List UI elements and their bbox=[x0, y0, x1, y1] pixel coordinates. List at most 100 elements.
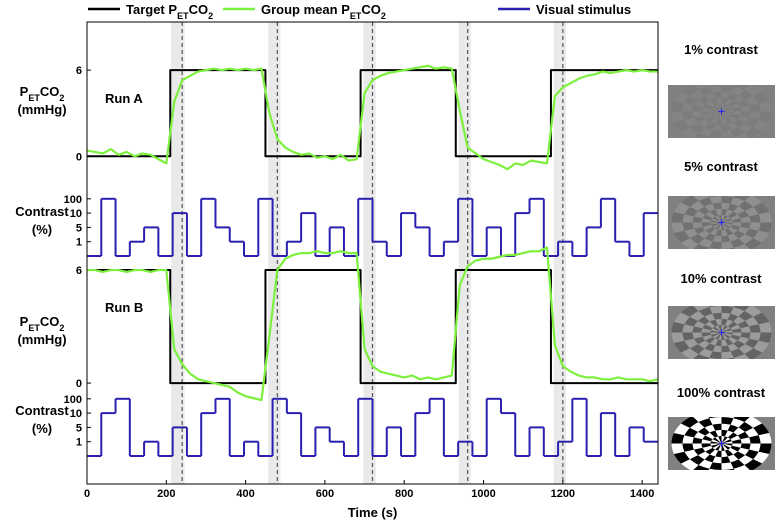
checker-cell bbox=[730, 214, 741, 221]
checker-cell bbox=[709, 430, 719, 438]
checker-cell bbox=[704, 454, 716, 463]
checker-cell bbox=[693, 133, 710, 138]
checker-cell bbox=[681, 348, 699, 359]
checker-cell bbox=[733, 230, 745, 239]
checker-cell bbox=[758, 433, 772, 444]
checker-cell bbox=[721, 345, 731, 353]
checker-cell bbox=[730, 127, 745, 137]
checker-cell bbox=[721, 417, 735, 419]
checker-cell bbox=[730, 86, 745, 96]
x-axis-label: Time (s) bbox=[348, 505, 398, 520]
y-axis-label: (mmHg) bbox=[17, 102, 66, 117]
checker-cell bbox=[718, 215, 722, 221]
stimulus-image bbox=[668, 417, 775, 470]
checker-cell bbox=[721, 357, 735, 359]
checker-cell bbox=[718, 334, 722, 340]
checker-cell bbox=[721, 468, 735, 470]
series-line bbox=[87, 246, 659, 402]
checker-cell bbox=[745, 228, 759, 239]
checker-cell bbox=[715, 113, 721, 119]
checker-cell bbox=[715, 215, 721, 221]
checker-cell bbox=[673, 230, 690, 243]
checker-cell bbox=[724, 430, 734, 438]
checker-cell bbox=[698, 459, 713, 469]
checker-cell bbox=[709, 130, 722, 138]
y-tick-label: 1 bbox=[76, 237, 82, 249]
checker-cell bbox=[753, 202, 770, 215]
y-axis-label: PETCO2 bbox=[20, 84, 65, 103]
checker-cell bbox=[693, 99, 706, 108]
checker-cell bbox=[738, 311, 754, 321]
checker-cell bbox=[698, 238, 713, 248]
checker-cell bbox=[723, 333, 731, 339]
checker-cell bbox=[721, 306, 735, 308]
x-tick-label: 1200 bbox=[551, 488, 575, 500]
checker-cell bbox=[745, 206, 759, 217]
checker-cell bbox=[722, 104, 728, 110]
checker-cell bbox=[732, 439, 742, 444]
checker-cell bbox=[737, 336, 750, 345]
checker-cell bbox=[709, 196, 722, 204]
checker-cell bbox=[693, 354, 710, 359]
checker-cell bbox=[738, 201, 754, 211]
checker-cell bbox=[753, 312, 770, 325]
checker-cell bbox=[684, 338, 698, 349]
checker-cell bbox=[673, 340, 690, 353]
checker-cell bbox=[708, 417, 722, 419]
checker-cell bbox=[693, 244, 710, 249]
checker-cell bbox=[737, 320, 750, 329]
checker-cell bbox=[727, 122, 739, 131]
checker-cell bbox=[671, 332, 685, 343]
checker-cell bbox=[721, 339, 728, 347]
checker-cell bbox=[709, 85, 722, 93]
checker-cell bbox=[749, 222, 761, 231]
checker-cell bbox=[744, 306, 762, 317]
checker-cell bbox=[727, 424, 739, 433]
checker-cell bbox=[749, 435, 761, 444]
y-tick-label: 10 bbox=[70, 208, 82, 220]
checker-cell bbox=[723, 107, 732, 111]
checker-cell bbox=[702, 214, 713, 221]
checker-cell bbox=[723, 328, 732, 332]
checker-cell bbox=[721, 97, 728, 105]
checker-cell bbox=[698, 206, 710, 215]
checker-cell bbox=[737, 210, 750, 219]
checker-cell bbox=[715, 445, 721, 451]
legend-label: Group mean PETCO2 bbox=[261, 2, 386, 21]
checker-cell bbox=[732, 111, 742, 116]
checker-cell bbox=[682, 435, 694, 444]
checker-cell bbox=[709, 449, 719, 457]
checker-cell bbox=[701, 222, 711, 227]
checker-cell bbox=[692, 332, 703, 339]
checker-cell bbox=[692, 443, 703, 450]
checker-cell bbox=[733, 196, 750, 201]
checker-cell bbox=[721, 91, 731, 99]
checker-cell bbox=[721, 417, 734, 425]
checker-cell bbox=[682, 324, 694, 333]
x-tick-label: 0 bbox=[84, 488, 90, 500]
checker-cell bbox=[745, 95, 759, 106]
y-axis-label: PETCO2 bbox=[20, 314, 65, 333]
checker-cell bbox=[753, 91, 770, 104]
checker-cell bbox=[737, 431, 750, 440]
checker-cell bbox=[733, 119, 745, 128]
checker-cell bbox=[712, 444, 720, 450]
checker-cell bbox=[693, 210, 706, 219]
checker-cell bbox=[727, 92, 739, 101]
checker-cell bbox=[702, 224, 713, 231]
checker-cell bbox=[718, 113, 722, 119]
checker-cell bbox=[721, 113, 725, 119]
checker-cell bbox=[733, 451, 745, 460]
checker-cell bbox=[708, 247, 722, 249]
checker-cell bbox=[673, 202, 690, 215]
checker-cell bbox=[721, 124, 731, 132]
checker-cell bbox=[730, 459, 745, 469]
checker-cell bbox=[682, 332, 694, 341]
checker-cell bbox=[730, 324, 741, 331]
series-line bbox=[86, 64, 658, 171]
checker-cell bbox=[721, 196, 734, 204]
checker-cell bbox=[718, 224, 722, 230]
checker-cell bbox=[712, 112, 720, 118]
checker-cell bbox=[737, 115, 750, 124]
checker-cell bbox=[702, 324, 713, 331]
